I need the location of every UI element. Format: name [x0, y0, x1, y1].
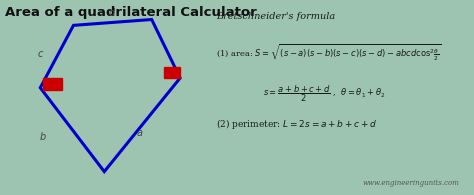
Text: Bretschneider's formula: Bretschneider's formula	[216, 12, 335, 21]
Text: $\theta_1$: $\theta_1$	[42, 79, 51, 91]
Text: (2) perimeter: $L=2s=a+b+c+d$: (2) perimeter: $L=2s=a+b+c+d$	[216, 117, 377, 131]
Text: (1) area: $S=\sqrt{(s-a)(s-b)(s-c)(s-d)-abcd\cos^2\!\frac{\theta}{2}}$: (1) area: $S=\sqrt{(s-a)(s-b)(s-c)(s-d)-…	[216, 43, 441, 64]
Text: b: b	[39, 132, 46, 143]
Bar	[164, 67, 180, 78]
Text: c: c	[37, 49, 43, 59]
Text: a: a	[137, 128, 143, 138]
Text: www.engineeringunits.com: www.engineeringunits.com	[363, 179, 460, 187]
Text: $s=\dfrac{a+b+c+d}{2}$ ,  $\theta=\theta_1+\theta_2$: $s=\dfrac{a+b+c+d}{2}$ , $\theta=\theta_…	[263, 84, 386, 105]
Bar	[43, 78, 62, 90]
Text: $\theta_2$: $\theta_2$	[164, 67, 173, 79]
Text: Area of a quadrilateral Calculator: Area of a quadrilateral Calculator	[5, 6, 256, 19]
Text: d: d	[108, 8, 115, 18]
